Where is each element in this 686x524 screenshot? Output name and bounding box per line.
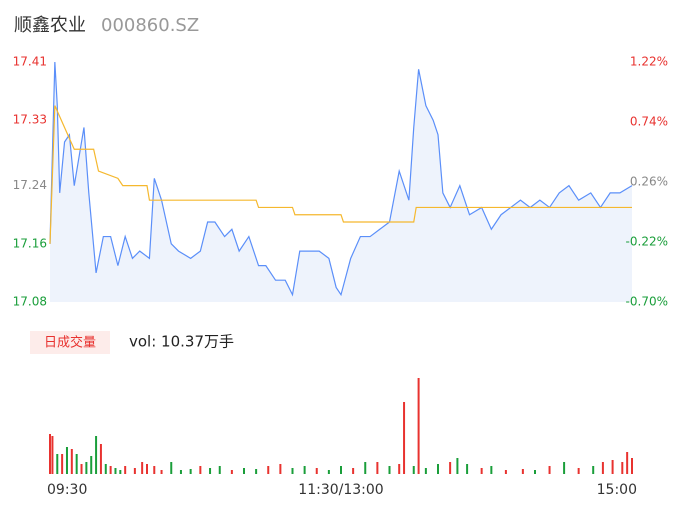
volume-bar [521, 469, 524, 474]
volume-bar [51, 436, 54, 474]
volume-bar [577, 468, 580, 474]
volume-bar [70, 449, 73, 474]
volume-bar [179, 470, 182, 474]
volume-bar [548, 466, 551, 474]
volume-bar [56, 454, 59, 474]
volume-bar [85, 462, 88, 474]
volume-bar [398, 464, 401, 474]
volume-bar [267, 466, 270, 474]
volume-bar [65, 447, 68, 474]
volume-bar [412, 466, 415, 474]
volume-bar [376, 462, 379, 474]
volume-bar [601, 462, 604, 474]
y2-tick-label: 0.26% [630, 175, 668, 189]
volume-bar [303, 466, 306, 474]
volume-bar [621, 462, 624, 474]
volume-badge: 日成交量 [44, 335, 96, 351]
volume-bar [563, 462, 566, 474]
series-line [49, 61, 633, 297]
volume-bar [327, 470, 330, 474]
volume-label: vol: 10.37万手 [129, 333, 234, 351]
badge-bg [30, 331, 110, 354]
volume-bar [243, 468, 245, 474]
volume-bar [631, 458, 633, 474]
volume-bar [315, 468, 318, 474]
y-tick-label: 17.41 [13, 55, 47, 69]
volume-bar [146, 464, 148, 474]
volume-bar [104, 464, 107, 474]
volume-bar [340, 466, 342, 474]
volume-bar [611, 460, 614, 474]
x-tick-label: 15:00 [597, 482, 637, 498]
volume-bar [109, 466, 112, 474]
volume-bar [388, 466, 391, 474]
volume-bar [99, 444, 102, 474]
volume-bar [61, 454, 64, 474]
volume-bar [626, 452, 629, 474]
volume-bar [95, 436, 98, 474]
y-tick-label: 17.08 [13, 295, 47, 309]
volume-bar [218, 466, 221, 474]
volume-bar [449, 462, 452, 474]
volume-bar [480, 468, 483, 474]
y2-tick-label: 1.22% [630, 55, 668, 69]
volume-bar [490, 466, 493, 474]
volume-bar [255, 469, 258, 474]
volume-bar [160, 470, 163, 474]
price-area [50, 62, 632, 302]
volume-bar [230, 470, 233, 474]
volume-bar [279, 464, 282, 474]
volume-bar [49, 434, 51, 474]
y2-tick-label: -0.70% [626, 295, 668, 309]
volume-bar [592, 466, 595, 474]
series-line [49, 105, 632, 244]
volume-bar [417, 378, 420, 474]
volume-bar [124, 466, 127, 474]
volume-bar [466, 464, 469, 474]
volume-bar [114, 468, 117, 474]
volume-bar [119, 470, 122, 474]
y2-tick-label: 0.74% [630, 115, 668, 129]
volume-bar [80, 464, 83, 474]
volume-bar [352, 468, 355, 474]
volume-bar [534, 470, 536, 474]
volume-bar [133, 468, 136, 474]
volume-bar [424, 468, 427, 474]
y-tick-label: 17.33 [13, 113, 47, 127]
volume-bar [90, 456, 93, 474]
x-tick-label: 11:30/13:00 [298, 482, 383, 498]
x-tick-label: 09:30 [47, 482, 87, 498]
volume-bar [170, 462, 173, 474]
stock-name: 顺鑫农业 [14, 15, 86, 36]
volume-bar [141, 462, 144, 474]
volume-bar [364, 462, 367, 474]
volume-bar [189, 469, 192, 474]
y2-tick-label: -0.22% [626, 235, 668, 249]
volume-bar [456, 458, 459, 474]
y-tick-label: 17.24 [13, 178, 47, 192]
volume-bar [209, 468, 212, 474]
volume-bar [199, 466, 202, 474]
volume-bar [504, 470, 507, 474]
volume-bar [291, 468, 294, 474]
volume-bar [153, 466, 156, 474]
volume-bar [75, 454, 78, 474]
volume-bar [437, 464, 439, 474]
y-tick-label: 17.16 [13, 236, 47, 250]
stock-code: 000860.SZ [101, 15, 199, 36]
volume-bar [403, 402, 406, 474]
